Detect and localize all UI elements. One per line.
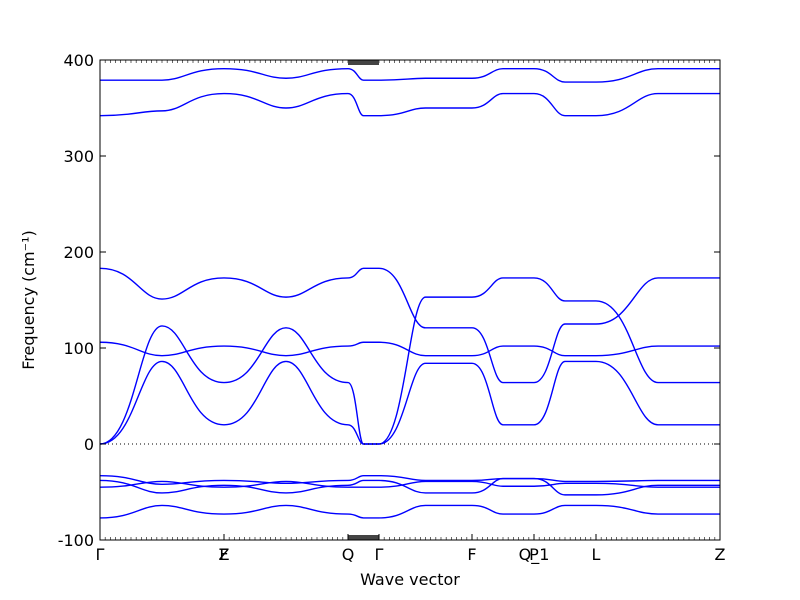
- band-line-s0-b1: [99, 325, 225, 445]
- band-line-s0-b4: [99, 474, 225, 486]
- band-line-s1-b6: [223, 480, 349, 488]
- band-line-s5-b3: [533, 323, 596, 384]
- band-line-s6-b5: [595, 484, 720, 496]
- band-line-s5-b6: [533, 482, 596, 487]
- band-line-s0-b2: [99, 341, 225, 357]
- y-tick-label: 200: [63, 243, 94, 262]
- band-line-s6-b6: [595, 482, 720, 488]
- band-line-s6-b3: [595, 277, 720, 325]
- band-line-s4-b2: [471, 345, 534, 357]
- band-line-s3-b5: [378, 479, 472, 494]
- band-line-s1-b3: [223, 277, 349, 298]
- band-line-s3-b3: [378, 267, 472, 329]
- x-tick-label: Z: [219, 545, 230, 564]
- x-tick-label: F: [219, 545, 228, 564]
- band-line-s3-b7: [378, 504, 472, 519]
- band-line-s0-b0: [99, 360, 225, 445]
- band-line-s3-b4: [378, 474, 472, 482]
- x-tick-label: F: [467, 545, 476, 564]
- x-tick-label: Q: [342, 545, 355, 564]
- band-line-s6-b9: [595, 67, 720, 83]
- band-line-s6-b4: [595, 479, 720, 483]
- band-line-s0-b8: [99, 92, 225, 117]
- band-line-s4-b7: [471, 504, 534, 515]
- plot-frame: [99, 59, 721, 541]
- y-axis-ticks: -100 0 100 200 300 400: [58, 51, 720, 550]
- band-line-s5-b5: [533, 477, 596, 496]
- band-line-s1-b0: [223, 360, 349, 426]
- band-line-s4-b0: [471, 362, 534, 426]
- band-line-s1-b7: [223, 504, 349, 515]
- band-line-s3-b0: [378, 362, 472, 445]
- x-tick-label: L: [592, 545, 601, 564]
- x-tick-label: P: [529, 545, 539, 564]
- band-line-s5-b9: [533, 67, 596, 83]
- band-line-s2-b9: [347, 67, 379, 81]
- band-line-s3-b8: [378, 107, 472, 117]
- band-line-s5-b0: [533, 360, 596, 426]
- x-tick-label: Γ: [375, 545, 384, 564]
- band-line-s5-b7: [533, 504, 596, 515]
- x-tick-label: Z: [715, 545, 726, 564]
- band-line-s2-b8: [347, 92, 379, 117]
- band-line-s2-b3: [347, 267, 379, 279]
- band-line-s2-b5: [347, 479, 379, 486]
- y-tick-label: 100: [63, 339, 94, 358]
- band-line-s2-b2: [347, 341, 379, 347]
- y-tick-label: 400: [63, 51, 94, 70]
- band-line-s1-b2: [223, 345, 349, 357]
- band-line-s0-b5: [99, 479, 225, 494]
- band-line-s0-b9: [99, 67, 225, 81]
- band-line-s6-b7: [595, 504, 720, 515]
- y-tick-label: 0: [84, 435, 94, 454]
- band-line-s5-b8: [533, 92, 596, 117]
- y-tick-label: 300: [63, 147, 94, 166]
- band-line-s1-b9: [223, 67, 349, 79]
- band-line-s3-b1: [378, 296, 472, 445]
- band-line-s5-b4: [533, 477, 596, 483]
- band-line-s4-b6: [471, 480, 534, 487]
- band-line-s4-b3: [471, 327, 534, 384]
- band-line-s0-b3: [99, 267, 225, 300]
- band-line-s5-b2: [533, 345, 596, 357]
- band-line-s1-b1: [223, 327, 349, 384]
- band-line-s6-b8: [595, 92, 720, 117]
- x-tick-label: Q_1: [519, 545, 550, 565]
- x-axis-label: Wave vector: [360, 570, 460, 589]
- y-axis-label: Frequency (cm⁻¹): [19, 230, 38, 369]
- bands-layer: [99, 67, 720, 519]
- dense-tick-block-bottom: [348, 535, 379, 540]
- band-line-s4-b8: [471, 92, 534, 109]
- band-line-s4-b9: [471, 67, 534, 79]
- band-line-s4-b5: [471, 477, 534, 494]
- band-line-s6-b1: [595, 300, 720, 384]
- x-tick-label: Γ: [96, 545, 105, 564]
- y-tick-label: -100: [58, 531, 94, 550]
- band-line-s6-b0: [595, 360, 720, 426]
- band-line-s3-b9: [378, 77, 472, 81]
- band-line-s5-b1: [533, 277, 596, 302]
- band-line-s3-b2: [378, 341, 472, 357]
- band-line-s0-b7: [99, 504, 225, 519]
- band-line-s6-b2: [595, 345, 720, 357]
- band-line-s1-b4: [223, 479, 349, 485]
- x-axis-ticks: Γ FZ Q Γ F PQ_1 L Z: [96, 534, 726, 565]
- band-line-s1-b5: [223, 484, 349, 494]
- band-line-s2-b7: [347, 513, 379, 519]
- band-line-s3-b6: [378, 480, 472, 488]
- band-line-s0-b6: [99, 480, 225, 488]
- band-line-s2-b4: [347, 474, 379, 482]
- band-line-s4-b1: [471, 277, 534, 298]
- dense-tick-block-top: [348, 60, 379, 65]
- band-line-s1-b8: [223, 92, 349, 109]
